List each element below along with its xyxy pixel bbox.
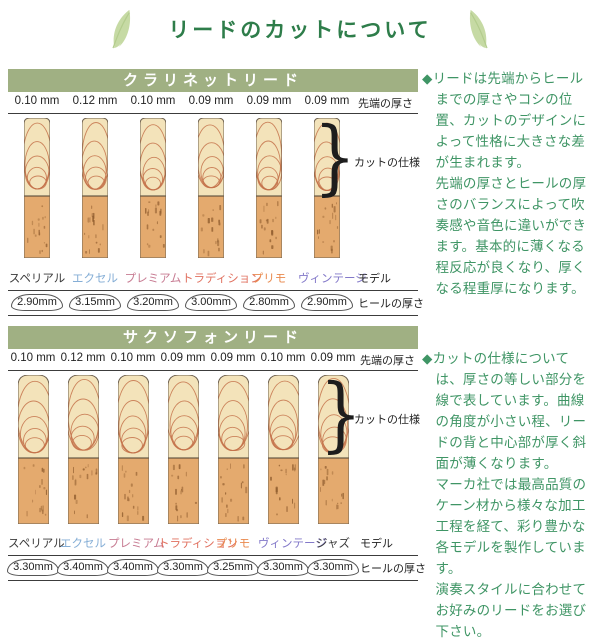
model-name: トラディション [158, 538, 238, 550]
saxophone-section-header: サクソフォンリード [8, 326, 418, 349]
reed-image [182, 114, 240, 264]
reed-image [208, 371, 258, 529]
reed-image [8, 114, 66, 264]
heel-value-badge: 3.15mm [66, 294, 124, 311]
tip-thickness-value: 0.09 mm [246, 95, 292, 107]
heel-thickness-label: ヒールの厚さ [360, 563, 426, 575]
model-name: プレミアム [108, 538, 165, 550]
clarinet-heel-row: 2.90mm 3.15mm 3.20mm 3.00mm 2.80mm 2.90mm ヒールの… [8, 291, 424, 316]
heel-value-badge: 3.00mm [182, 294, 240, 311]
heel-value-badge: 3.20mm [124, 294, 182, 311]
reed-image [58, 371, 108, 529]
reed-image [108, 371, 158, 529]
content: クラリネットリード 0.10 mm 0.12 mm 0.10 mm 0.09 mm 0.… [0, 50, 600, 642]
heel-thickness-label: ヒールの厚さ [358, 298, 424, 310]
saxophone-heel-row: 3.30mm 3.40mm 3.40mm 3.30mm 3.25mm 3.30mm 3.30… [7, 556, 426, 581]
model-name: トラディション [182, 273, 262, 285]
tip-thickness-label: 先端の厚さ [360, 355, 415, 367]
tip-thickness-value: 0.09 mm [188, 95, 234, 107]
model-name: ヴィンテージ [258, 538, 327, 550]
tip-thickness-value: 0.10 mm [130, 95, 176, 107]
saxophone-reeds-row: } カットの仕様 [8, 366, 420, 529]
reed-image [258, 371, 308, 529]
title-bar: リードのカットについて [0, 8, 600, 50]
leaf-icon-left [112, 9, 131, 49]
cut-spec-label: カットの仕様 [354, 414, 420, 426]
heel-thickness-value: 2.80mm [243, 294, 295, 311]
heel-value-badge: 2.90mm [298, 294, 356, 311]
saxophone-model-row: スペリアル エクセル プレミアム トラディション プリモ ヴィンテージ ジャズ モデル [8, 529, 418, 556]
clarinet-model-row: スペリアル エクセル プレミアム トラディション プリモ ヴィンテージ モデル [8, 264, 418, 291]
tip-thickness-value: 0.09 mm [210, 352, 256, 364]
tip-thickness-value: 0.10 mm [14, 95, 60, 107]
reed-image [66, 114, 124, 264]
reed-image [158, 371, 208, 529]
clarinet-reeds-row: } カットの仕様 [8, 109, 420, 264]
tip-thickness-value: 0.09 mm [304, 95, 350, 107]
model-name: スペリアル [8, 538, 65, 550]
reed-image [298, 114, 356, 264]
model-name: プリモ [251, 273, 287, 285]
heel-thickness-value: 3.20mm [127, 294, 179, 311]
saxophone-tip-row: 0.10 mm 0.12 mm 0.10 mm 0.09 mm 0.09 mm 0.10 … [8, 349, 418, 371]
model-name: ジャズ [316, 538, 350, 550]
model-name: スペリアル [8, 273, 66, 285]
heel-thickness-value: 3.00mm [185, 294, 237, 311]
tip-thickness-value: 0.12 mm [60, 352, 106, 364]
cut-spec-label: カットの仕様 [354, 157, 420, 169]
heel-thickness-value: 2.90mm [11, 294, 63, 311]
clarinet-section-header: クラリネットリード [8, 69, 418, 92]
reed-image [308, 371, 358, 529]
heel-value-badge: 2.90mm [8, 294, 66, 311]
model-label: モデル [360, 538, 393, 550]
reed-charts-column: クラリネットリード 0.10 mm 0.12 mm 0.10 mm 0.09 mm 0.… [0, 50, 426, 642]
cut-brace: } [320, 366, 363, 462]
heel-thickness-value: 2.90mm [301, 294, 353, 311]
tip-thickness-label: 先端の厚さ [358, 98, 413, 110]
note-paragraph-cut-basics: ◆リードは先端からヒールまでの厚さやコシの位置、カットのデザインによって性格に大… [422, 71, 587, 297]
tip-thickness-value: 0.09 mm [160, 352, 206, 364]
page-title: リードのカットについて [168, 19, 432, 42]
reed-image [124, 114, 182, 264]
reed-image [8, 371, 58, 529]
tip-thickness-value: 0.10 mm [260, 352, 306, 364]
clarinet-section: クラリネットリード 0.10 mm 0.12 mm 0.10 mm 0.09 mm 0.… [8, 69, 424, 316]
description-column: ◆リードは先端からヒールまでの厚さやコシの位置、カットのデザインによって性格に大… [420, 50, 600, 642]
note-paragraph-cut-spec: ◆カットの仕様については、厚さの等しい部分を線で表しています。曲線の角度が小さい… [422, 350, 587, 640]
model-label: モデル [358, 273, 391, 285]
leaf-icon-right [469, 9, 488, 49]
tip-thickness-value: 0.09 mm [310, 352, 356, 364]
model-name: プリモ [215, 538, 251, 550]
tip-thickness-value: 0.10 mm [10, 352, 56, 364]
reed-image [240, 114, 298, 264]
model-name: プレミアム [124, 273, 182, 285]
heel-thickness-value: 3.15mm [69, 294, 121, 311]
model-name: ヴィンテージ [298, 273, 367, 285]
saxophone-section: サクソフォンリード 0.10 mm 0.12 mm 0.10 mm 0.09 mm 0.… [7, 326, 426, 581]
model-name: エクセル [72, 273, 118, 285]
heel-value-badge: 2.80mm [240, 294, 298, 311]
cut-brace: } [314, 109, 357, 205]
clarinet-tip-row: 0.10 mm 0.12 mm 0.10 mm 0.09 mm 0.09 mm 0.09 … [8, 92, 418, 114]
tip-thickness-value: 0.12 mm [72, 95, 118, 107]
model-name: エクセル [60, 538, 106, 550]
tip-thickness-value: 0.10 mm [110, 352, 156, 364]
